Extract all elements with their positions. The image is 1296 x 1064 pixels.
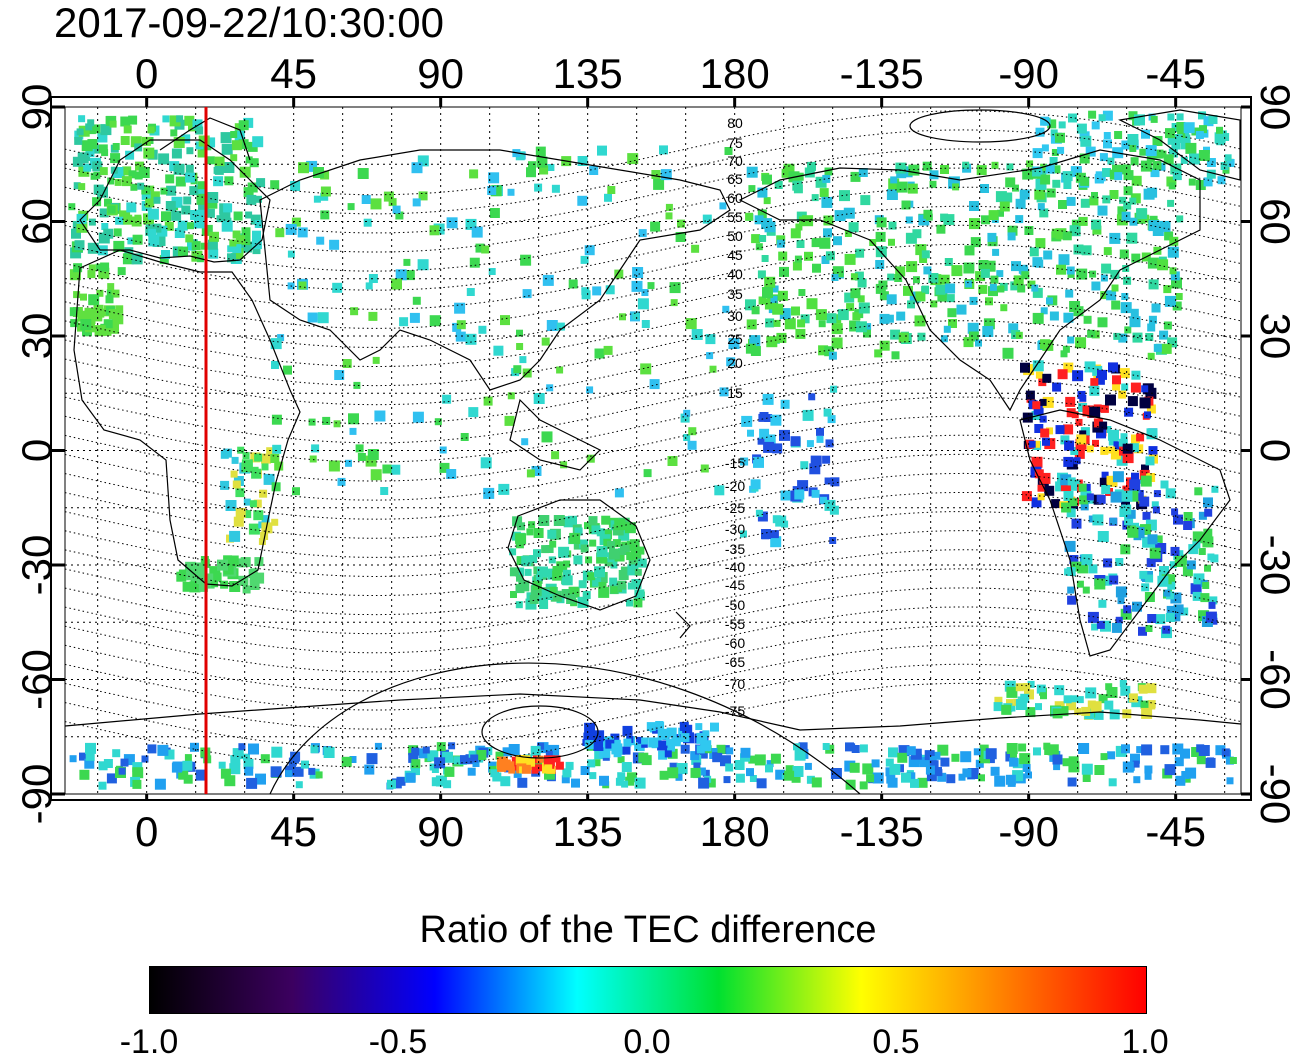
mlat-label: 30 [727, 308, 743, 324]
top-lon-tick: -90 [998, 50, 1059, 97]
colorbar-tick-label: 0.0 [623, 1023, 671, 1061]
bottom-lon-tick: -45 [1145, 808, 1206, 855]
top-lon-tick: 90 [417, 50, 464, 97]
top-lon-tick: 45 [270, 50, 317, 97]
left-lat-tick: 90 [13, 84, 60, 131]
timestamp-label: 2017-09-22/10:30:00 [54, 0, 444, 46]
mlat-label: -70 [725, 676, 745, 692]
bottom-lon-tick: 45 [270, 808, 317, 855]
right-lat-tick: 30 [1252, 313, 1296, 360]
left-lat-tick: -90 [13, 764, 60, 825]
left-lat-tick: -30 [13, 535, 60, 596]
mlat-label: -35 [725, 541, 745, 557]
mlat-label: -65 [725, 654, 745, 670]
top-lon-tick: 0 [135, 50, 158, 97]
right-lat-tick: -90 [1252, 764, 1296, 825]
left-lat-tick: 0 [13, 439, 60, 462]
mlat-label: -45 [725, 577, 745, 593]
tec-data-cells [68, 110, 1237, 790]
top-lon-tick: -135 [840, 50, 924, 97]
mlat-label: -25 [725, 500, 745, 516]
mlat-label: -30 [725, 521, 745, 537]
right-lat-tick: 0 [1252, 439, 1296, 462]
colorbar [149, 966, 1147, 1014]
bottom-lon-tick: -90 [998, 808, 1059, 855]
mlat-label: -60 [725, 635, 745, 651]
colorbar-title: Ratio of the TEC difference [419, 909, 877, 951]
colorbar-tick-label: -0.5 [368, 1023, 428, 1061]
right-lat-tick: 60 [1252, 198, 1296, 245]
top-lon-tick: 180 [700, 50, 770, 97]
mlat-label: 20 [727, 355, 743, 371]
mlat-label: 25 [727, 331, 743, 347]
mlat-label: -15 [725, 455, 745, 471]
mlat-label: 45 [727, 247, 743, 263]
mlat-label: 35 [727, 286, 743, 302]
right-lat-tick: -60 [1252, 649, 1296, 710]
mlat-label: -40 [725, 559, 745, 575]
mlat-label: -75 [725, 703, 745, 719]
mlat-label: -55 [725, 616, 745, 632]
colorbar-tick-label: -1.0 [119, 1023, 179, 1061]
coastlines [65, 109, 1241, 731]
mlat-label: 65 [727, 171, 743, 187]
mlat-label: -20 [725, 478, 745, 494]
magnetic-latitude-labels: 80 75 70 65 60 55 50 45 40 35 30 25 20 15 -15 -20 -25 -30… [725, 115, 745, 719]
axis-tick-labels: 0045459090135135180180-135-135-90-90-45-… [13, 50, 1296, 855]
colorbar-tick-label: 1.0 [1121, 1023, 1169, 1061]
left-lat-tick: 60 [13, 198, 60, 245]
mlat-label: 40 [727, 266, 743, 282]
bottom-lon-tick: 180 [700, 808, 770, 855]
lat-lon-grid [65, 106, 1241, 795]
right-lat-tick: -30 [1252, 535, 1296, 596]
bottom-lon-tick: 90 [417, 808, 464, 855]
mlat-label: 50 [727, 228, 743, 244]
right-lat-tick: 90 [1252, 84, 1296, 131]
top-lon-tick: 135 [553, 50, 623, 97]
mlat-label: 15 [727, 385, 743, 401]
mlat-label: 55 [727, 209, 743, 225]
mlat-label: 80 [727, 115, 743, 131]
mlat-label: 70 [727, 153, 743, 169]
bottom-lon-tick: 0 [135, 808, 158, 855]
bottom-lon-tick: -135 [840, 808, 924, 855]
mlat-label: 75 [727, 135, 743, 151]
bottom-lon-tick: 135 [553, 808, 623, 855]
left-lat-tick: -60 [13, 649, 60, 710]
mlat-label: -50 [725, 597, 745, 613]
top-lon-tick: -45 [1145, 50, 1206, 97]
mlat-label: 60 [727, 190, 743, 206]
axis-tick-marks [51, 97, 1251, 800]
left-lat-tick: 30 [13, 313, 60, 360]
colorbar-tick-label: 0.5 [872, 1023, 920, 1061]
